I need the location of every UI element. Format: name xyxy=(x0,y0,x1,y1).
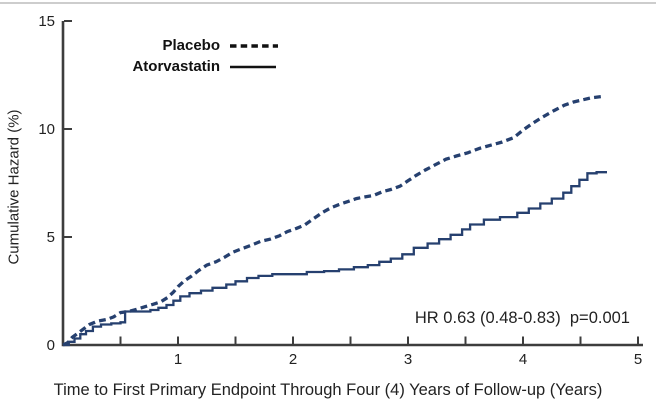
y-tick-label: 15 xyxy=(38,13,55,30)
x-tick-label: 3 xyxy=(403,351,413,368)
legend-label-atorvastatin: Atorvastatin xyxy=(132,58,220,75)
x-tick-label: 1 xyxy=(173,351,183,368)
legend-row-atorvastatin: Atorvastatin xyxy=(55,56,279,77)
x-tick-label: 5 xyxy=(633,351,643,368)
x-tick-label: 2 xyxy=(288,351,298,368)
y-tick-label: 5 xyxy=(46,229,55,246)
legend-row-placebo: Placebo xyxy=(55,35,279,56)
y-tick-label: 0 xyxy=(46,337,55,354)
legend: Placebo Atorvastatin xyxy=(55,35,279,77)
dashed-line-sample-icon xyxy=(230,43,278,48)
x-tick-label: 4 xyxy=(518,351,528,368)
x-axis-title: Time to First Primary Endpoint Through F… xyxy=(53,381,603,399)
hazard-ratio-annotation: HR 0.63 (0.48-0.83) p=0.001 xyxy=(414,309,630,327)
legend-label-placebo: Placebo xyxy=(162,37,220,54)
atorvastatin-curve xyxy=(63,171,607,347)
solid-line-sample-icon xyxy=(230,65,276,68)
placebo-curve xyxy=(62,94,602,347)
figure-top-border xyxy=(0,2,656,4)
y-tick-label: 10 xyxy=(38,121,55,138)
